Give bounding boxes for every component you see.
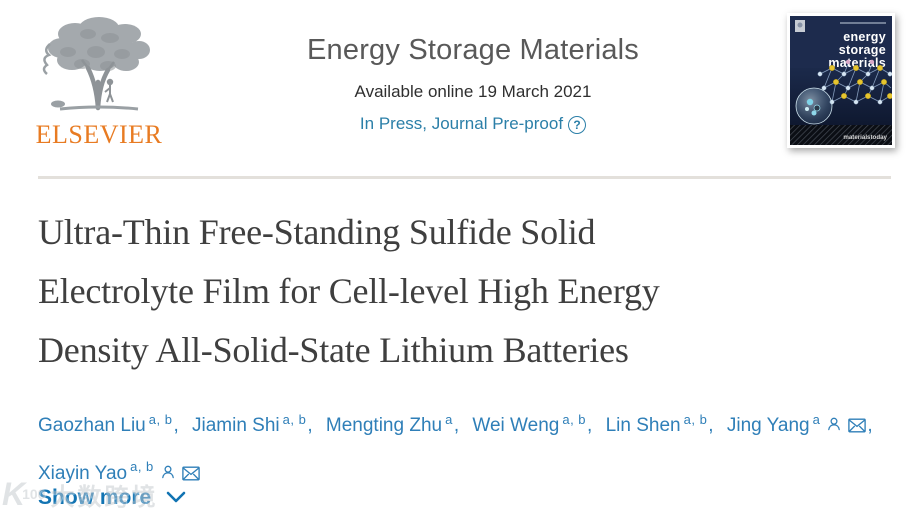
author-gaozhan-liu[interactable]: Gaozhan Liu a, b, <box>38 412 179 437</box>
article-title-line3: Density All-Solid-State Lithium Batterie… <box>38 330 629 370</box>
cover-title-line1: energy <box>843 30 886 44</box>
article-title-line1: Ultra-Thin Free-Standing Sulfide Solid <box>38 212 596 252</box>
author-affiliation-sup: a, b <box>130 459 154 475</box>
person-icon[interactable] <box>826 408 842 447</box>
author-row-1: Gaozhan Liu a, b, Jiamin Shi a, b, Mengtin… <box>38 400 881 447</box>
author-xiayin-yao[interactable]: Xiayin Yao a, b <box>38 459 201 484</box>
author-separator: , <box>453 415 460 437</box>
author-separator: , <box>173 415 179 437</box>
header-divider <box>38 176 891 179</box>
chevron-down-icon <box>166 491 186 503</box>
author-name[interactable]: Gaozhan Liu <box>38 415 146 437</box>
author-separator: , <box>867 415 873 437</box>
author-affiliation-sup: a, b <box>683 412 708 427</box>
author-name[interactable]: Wei Weng <box>472 415 560 437</box>
journal-title-link[interactable]: Energy Storage Materials <box>306 34 640 66</box>
envelope-icon[interactable] <box>182 456 200 495</box>
elsevier-logo: ELSEVIER <box>33 14 165 150</box>
author-separator: , <box>587 415 593 437</box>
author-wei-weng[interactable]: Wei Weng a, b, <box>472 412 593 437</box>
author-affiliation-sup: a, b <box>562 412 587 427</box>
author-row-2: Xiayin Yao a, b <box>38 447 881 494</box>
journal-cover-thumbnail[interactable]: energy storage materials <box>787 13 895 148</box>
author-name[interactable]: Jing Yang <box>726 415 810 437</box>
available-online-date: Available online 19 March 2021 <box>354 82 592 101</box>
author-list: Gaozhan Liu a, b, Jiamin Shi a, b, Mengtin… <box>38 400 881 495</box>
author-separator: , <box>708 415 714 437</box>
help-icon[interactable]: ? <box>568 116 587 134</box>
article-title-line2: Electrolyte Film for Cell-level High Ene… <box>38 271 660 311</box>
show-more-label[interactable]: Show more <box>38 486 152 509</box>
author-name[interactable]: Xiayin Yao <box>38 462 128 484</box>
author-name[interactable]: Lin Shen <box>605 415 681 437</box>
cover-brand: materialstoday <box>843 134 887 141</box>
person-icon[interactable] <box>160 456 176 495</box>
author-affiliation-sup: a, b <box>282 412 307 427</box>
author-separator: , <box>307 415 313 437</box>
elsevier-wordmark: ELSEVIER <box>35 120 163 149</box>
author-affiliation-sup: a <box>445 412 453 427</box>
envelope-icon[interactable] <box>848 408 867 447</box>
author-lin-shen[interactable]: Lin Shen a, b, <box>605 412 714 437</box>
author-affiliation-sup: a <box>812 412 821 427</box>
elsevier-tree-icon <box>42 17 150 111</box>
watermark-logo-k: K <box>2 476 25 512</box>
article-title: Ultra-Thin Free-Standing Sulfide Solid E… <box>38 203 900 380</box>
journal-header: Energy Storage Materials Available onlin… <box>307 34 639 134</box>
author-jiamin-shi[interactable]: Jiamin Shi a, b, <box>192 412 313 437</box>
inpress-status-link[interactable]: In Press, Journal Pre-proof <box>359 114 564 133</box>
author-affiliation-sup: a, b <box>148 412 173 427</box>
inpress-status-row: In Press, Journal Pre-proof? <box>307 114 639 134</box>
show-more-button[interactable]: Show more <box>38 486 187 510</box>
cover-title-line2: storage <box>839 43 886 57</box>
author-name[interactable]: Jiamin Shi <box>192 415 280 437</box>
author-jing-yang[interactable]: Jing Yang a, <box>726 412 873 437</box>
author-name[interactable]: Mengting Zhu <box>325 415 443 437</box>
journal-cover-art: energy storage materials <box>790 16 892 145</box>
author-mengting-zhu[interactable]: Mengting Zhu a, <box>325 412 460 437</box>
